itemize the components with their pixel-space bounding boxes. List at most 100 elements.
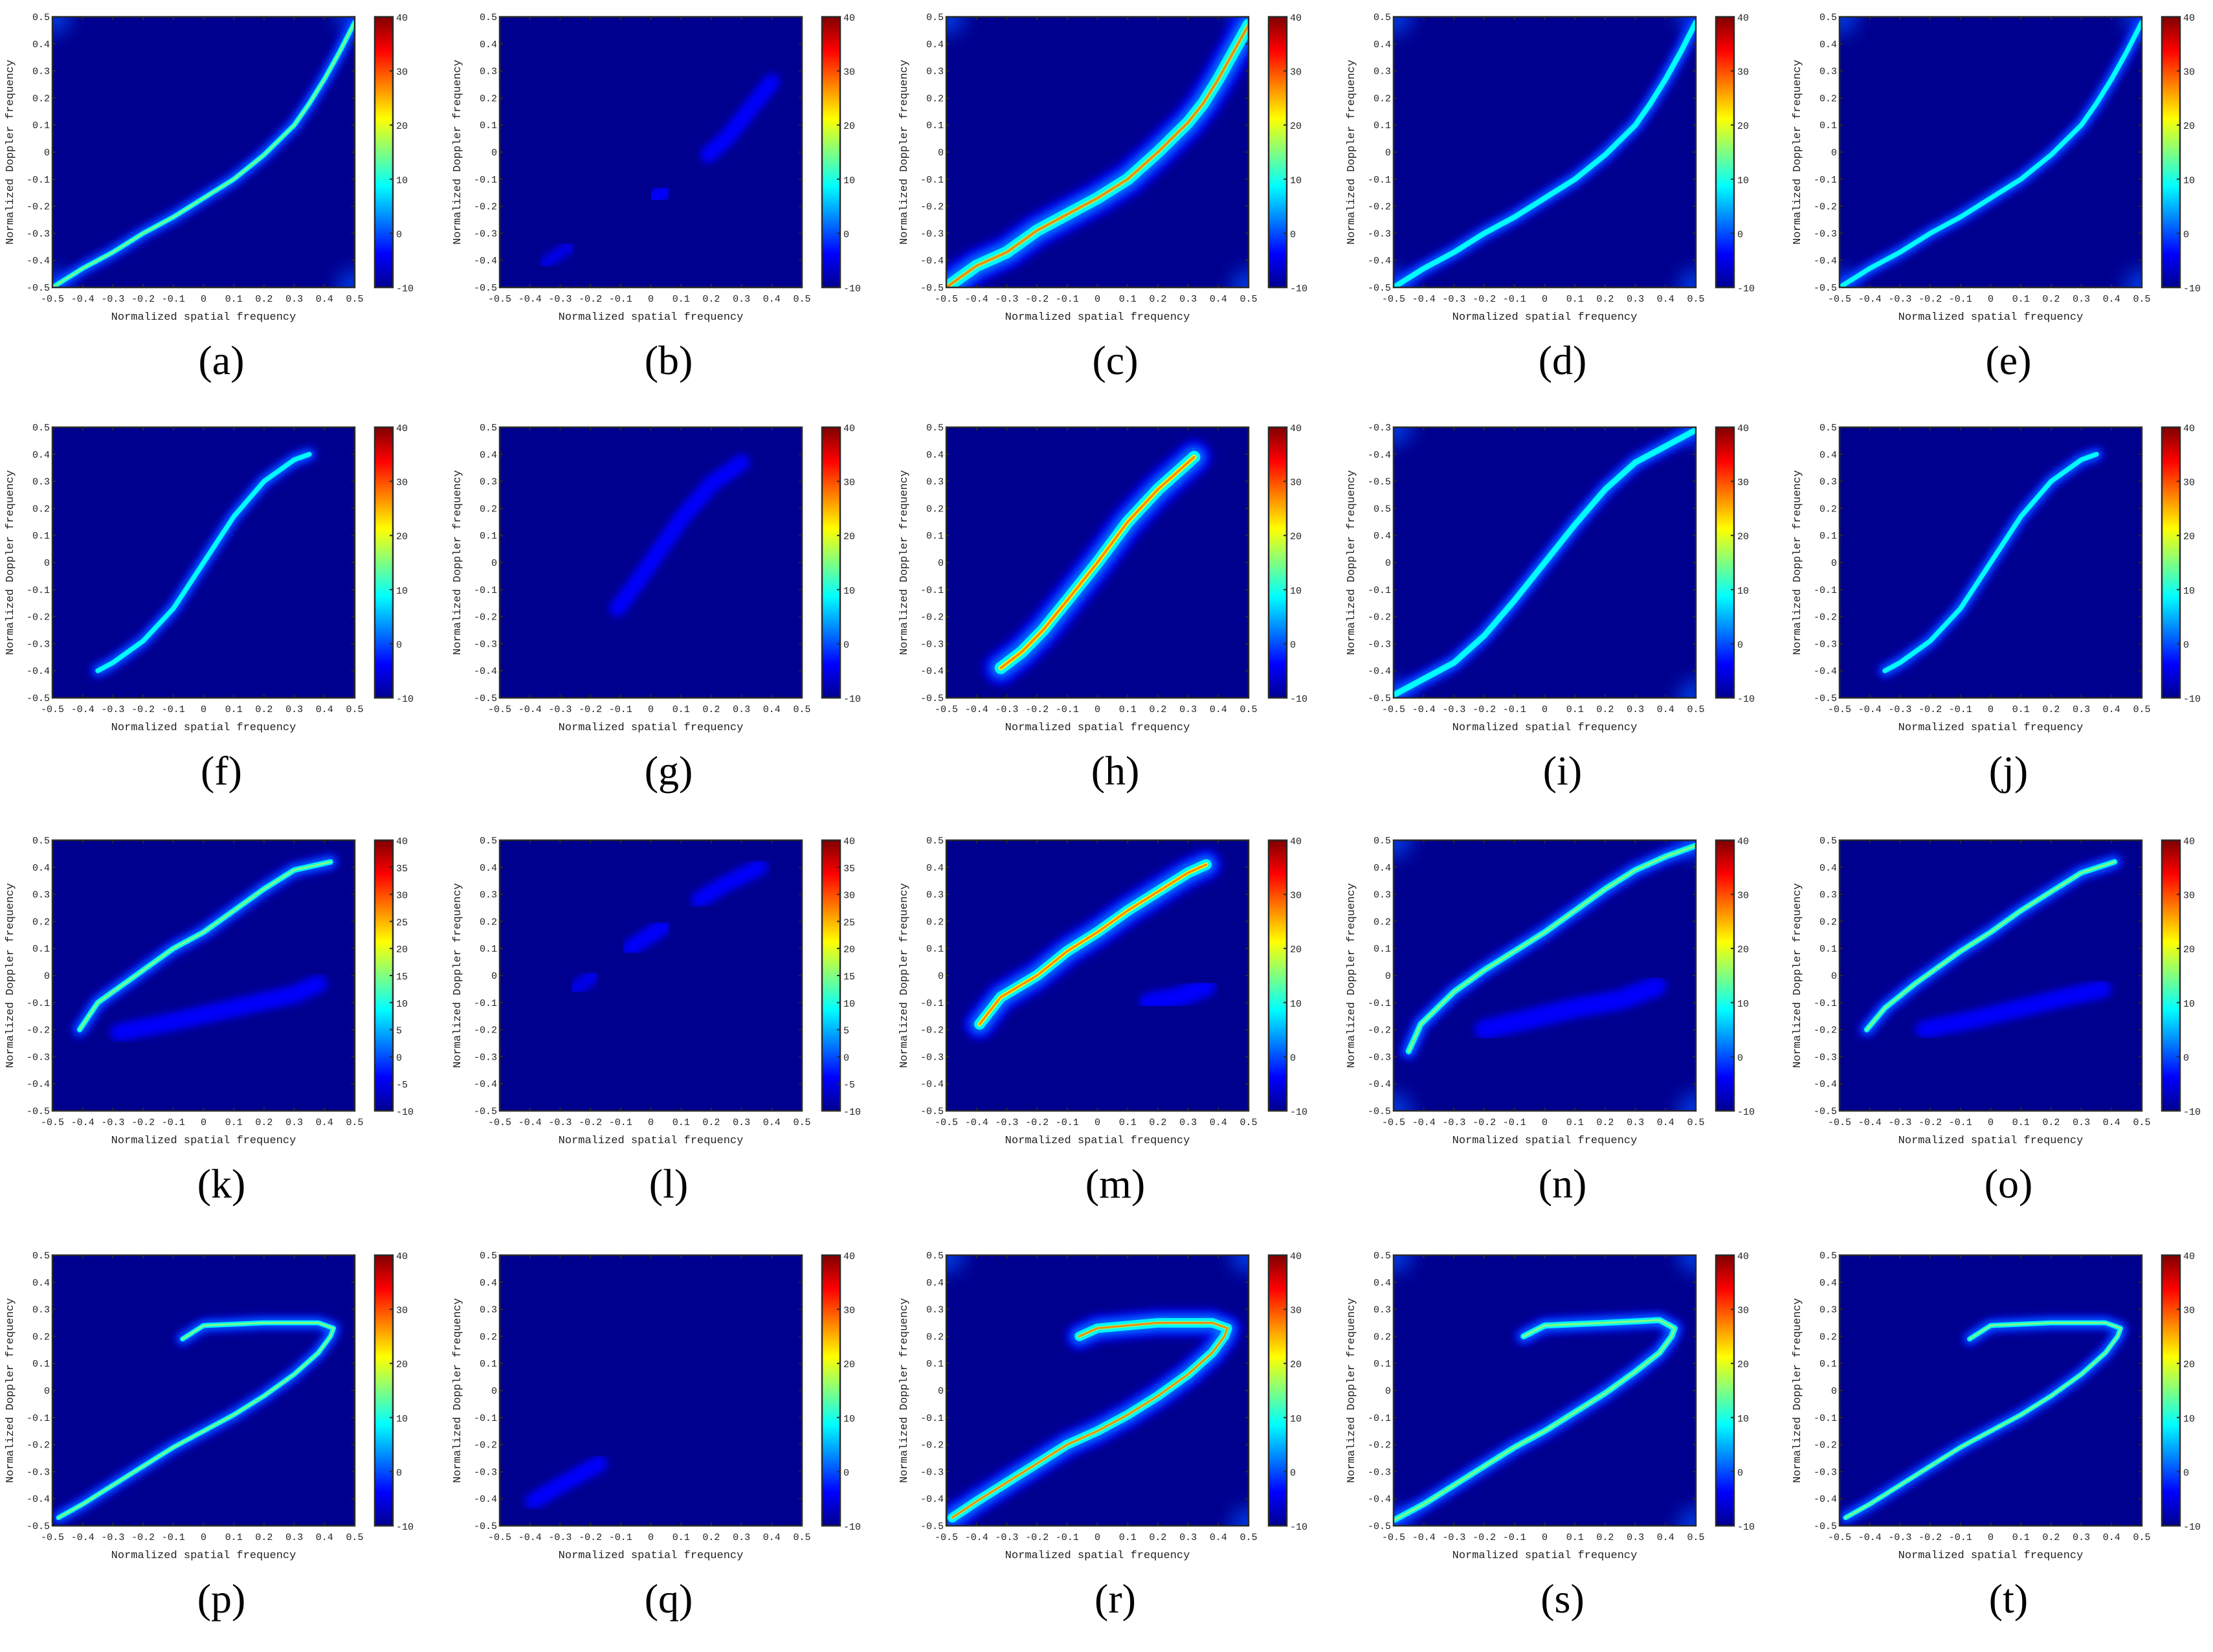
x-tick-label: -0.4	[518, 294, 542, 305]
x-tick-label: 0.2	[1596, 704, 1614, 715]
y-tick-label: -0.5	[1368, 283, 1391, 294]
y-tick-label: -0.5	[474, 283, 497, 294]
x-tick-label: 0	[1095, 704, 1100, 715]
colorbar-tick-label: 25	[843, 917, 855, 928]
x-tick-label: 0.2	[255, 1117, 272, 1128]
x-tick-label: 0.1	[1566, 704, 1584, 715]
y-tick-label: 0.3	[32, 477, 50, 488]
colorbar-tick-label: 30	[843, 67, 855, 78]
colorbar	[373, 16, 394, 289]
y-tick-label: 0.2	[32, 917, 50, 928]
heatmap-background	[1840, 840, 2142, 1111]
colorbar-tick-label: 20	[1290, 531, 1302, 542]
x-tick-label: -0.1	[609, 704, 632, 715]
colorbar-tick-label: 10	[1737, 999, 1749, 1010]
colorbar-tick-label: 0	[1737, 640, 1743, 651]
x-tick-label: -0.4	[1858, 294, 1882, 305]
panel-label: (a)	[198, 337, 245, 383]
heatmap-svg: -0.5 -0.4 -0.3 -0.2 -0.1 0 0.1 0.2 0.3 0.4 0.5 0.5 0…	[898, 12, 1307, 324]
y-tick-label: 0	[44, 1386, 50, 1397]
y-tick-label: -0.3	[27, 1052, 50, 1063]
panel-label: (h)	[1091, 748, 1140, 794]
x-tick-label: 0.2	[255, 1532, 272, 1543]
x-axis-title: Normalized spatial frequency	[111, 722, 296, 734]
y-tick-label: 0.4	[1373, 1278, 1391, 1289]
colorbar-tick-label: 0	[1290, 229, 1296, 240]
x-tick-label: -0.3	[1888, 1117, 1911, 1128]
y-tick-label: 0.5	[926, 423, 944, 434]
x-tick-label: 0.4	[1210, 1532, 1227, 1543]
x-tick-label: 0.3	[1179, 1117, 1197, 1128]
x-tick-label: -0.3	[101, 1532, 124, 1543]
colorbar	[2161, 1254, 2181, 1527]
x-tick-label: 0.4	[2103, 704, 2120, 715]
colorbar-tick-label: -10	[1290, 694, 1307, 705]
colorbar-tick-label: 20	[396, 121, 408, 132]
x-tick-label: 0.4	[1657, 294, 1674, 305]
y-tick-label: -0.3	[474, 1467, 497, 1478]
x-tick-label: -0.2	[1025, 704, 1049, 715]
x-tick-label: 0	[648, 1532, 654, 1543]
y-tick-label: 0.4	[480, 1278, 497, 1289]
y-tick-label: -0.2	[1814, 202, 1837, 213]
x-tick-label: -0.5	[1382, 1117, 1405, 1128]
colorbar-tick-label: -10	[843, 284, 861, 295]
y-tick-label: 0.4	[1819, 450, 1837, 461]
colorbar-tick-label: -10	[1290, 1107, 1307, 1118]
y-tick-label: -0.3	[920, 229, 944, 240]
colorbar-tick-label: 10	[1737, 586, 1749, 597]
y-tick-label: -0.4	[1368, 666, 1391, 677]
heatmap-svg: -0.5 -0.4 -0.3 -0.2 -0.1 0 0.1 0.2 0.3 0.4 0.5 0.5 0…	[5, 836, 414, 1147]
x-tick-label: -0.4	[71, 704, 95, 715]
colorbar-tick-label: 30	[396, 67, 408, 78]
colorbar-tick-label: 30	[1290, 1306, 1302, 1317]
x-tick-label: 0.2	[1596, 294, 1614, 305]
y-tick-label: -0.2	[27, 1440, 50, 1451]
x-tick-label: 0.1	[2012, 1532, 2030, 1543]
y-tick-label: 0.2	[480, 504, 497, 515]
y-tick-label: -0.5	[1814, 283, 1837, 294]
y-tick-label: 0	[44, 558, 50, 569]
x-tick-label: 0.4	[1210, 294, 1227, 305]
y-tick-label: -0.4	[474, 256, 497, 267]
y-tick-label: 0.3	[1819, 1305, 1837, 1316]
colorbar-tick-label: 10	[2183, 175, 2195, 186]
x-tick-label: 0.4	[2103, 1117, 2120, 1128]
x-tick-label: 0.1	[1566, 1532, 1584, 1543]
x-tick-label: 0.2	[1596, 1532, 1614, 1543]
colorbar-tick-label: 0	[843, 229, 849, 240]
heatmap-svg: -0.5 -0.4 -0.3 -0.2 -0.1 0 0.1 0.2 0.3 0.4 0.5 0.5 0…	[452, 836, 861, 1147]
chart-panel-e: -0.5 -0.4 -0.3 -0.2 -0.1 0 0.1 0.2 0.3 0.4 0.5 0.5 0…	[1787, 0, 2213, 413]
x-tick-label: -0.3	[995, 1117, 1018, 1128]
colorbar-tick-label: -10	[396, 694, 414, 705]
y-axis-title: Normalized Doppler frequency	[1792, 470, 1804, 655]
x-tick-label: -0.3	[1442, 1117, 1465, 1128]
x-tick-label: 0	[648, 294, 654, 305]
colorbar	[1715, 1254, 1735, 1527]
colorbar-tick-label: 0	[843, 640, 849, 651]
x-tick-label: -0.3	[1442, 294, 1465, 305]
colorbar	[821, 1254, 841, 1527]
x-tick-label: -0.5	[935, 1532, 958, 1543]
x-tick-label: -0.2	[131, 704, 155, 715]
y-tick-label: -0.3	[1814, 1467, 1837, 1478]
heatmap-svg: -0.5 -0.4 -0.3 -0.2 -0.1 0 0.1 0.2 0.3 0.4 0.5 0.5 0…	[1792, 12, 2201, 324]
heatmap-background	[500, 1255, 802, 1526]
x-tick-label: -0.4	[1412, 1532, 1436, 1543]
y-tick-label: 0.1	[480, 1359, 497, 1370]
y-tick-label: 0.1	[926, 120, 944, 131]
x-tick-label: 0.2	[702, 704, 720, 715]
colorbar	[1267, 426, 1288, 699]
colorbar-tick-label: 20	[843, 1359, 855, 1370]
colorbar-tick-label: 40	[1737, 13, 1749, 24]
colorbar-tick-label: 30	[1737, 67, 1749, 78]
x-axis-title: Normalized spatial frequency	[1898, 722, 2084, 734]
y-tick-label: 0.2	[1819, 1332, 1837, 1343]
x-tick-label: -0.2	[1473, 704, 1496, 715]
y-tick-label: -0.2	[27, 1025, 50, 1036]
colorbar-tick-label: 10	[1290, 1414, 1302, 1425]
y-tick-label: -0.1	[1814, 175, 1837, 186]
x-tick-label: 0.2	[2042, 1532, 2060, 1543]
y-tick-label: 0.1	[1819, 120, 1837, 131]
x-tick-label: -0.2	[1473, 1117, 1496, 1128]
